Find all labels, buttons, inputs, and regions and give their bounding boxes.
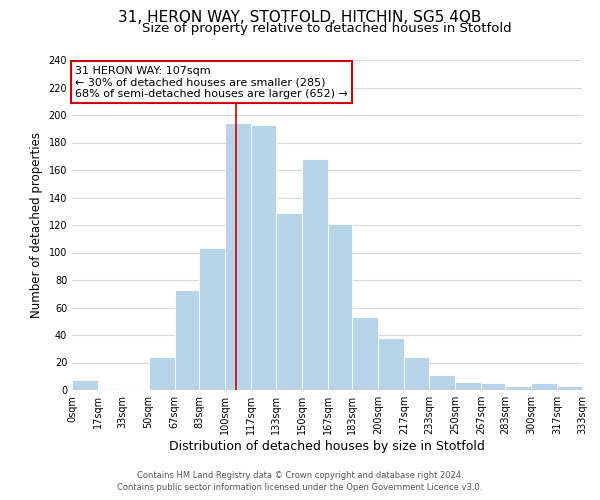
Bar bbox=[404, 357, 429, 390]
Bar bbox=[98, 388, 122, 390]
Bar bbox=[149, 357, 175, 390]
Bar bbox=[328, 224, 352, 390]
Bar bbox=[72, 380, 98, 390]
Bar bbox=[455, 382, 481, 390]
Bar bbox=[302, 159, 328, 390]
Bar bbox=[532, 383, 557, 390]
Text: 31 HERON WAY: 107sqm
← 30% of detached houses are smaller (285)
68% of semi-deta: 31 HERON WAY: 107sqm ← 30% of detached h… bbox=[75, 66, 348, 98]
Bar bbox=[225, 123, 251, 390]
Bar bbox=[481, 383, 505, 390]
Text: Contains HM Land Registry data © Crown copyright and database right 2024.
Contai: Contains HM Land Registry data © Crown c… bbox=[118, 471, 482, 492]
Text: 31, HERON WAY, STOTFOLD, HITCHIN, SG5 4QB: 31, HERON WAY, STOTFOLD, HITCHIN, SG5 4Q… bbox=[118, 10, 482, 25]
Bar bbox=[251, 124, 275, 390]
Bar bbox=[352, 317, 379, 390]
Y-axis label: Number of detached properties: Number of detached properties bbox=[30, 132, 43, 318]
Bar bbox=[379, 338, 404, 390]
X-axis label: Distribution of detached houses by size in Stotfold: Distribution of detached houses by size … bbox=[169, 440, 485, 453]
Bar bbox=[199, 248, 225, 390]
Bar bbox=[275, 212, 302, 390]
Title: Size of property relative to detached houses in Stotfold: Size of property relative to detached ho… bbox=[142, 22, 512, 35]
Bar bbox=[505, 386, 532, 390]
Bar bbox=[557, 386, 582, 390]
Bar bbox=[429, 375, 455, 390]
Bar bbox=[175, 290, 199, 390]
